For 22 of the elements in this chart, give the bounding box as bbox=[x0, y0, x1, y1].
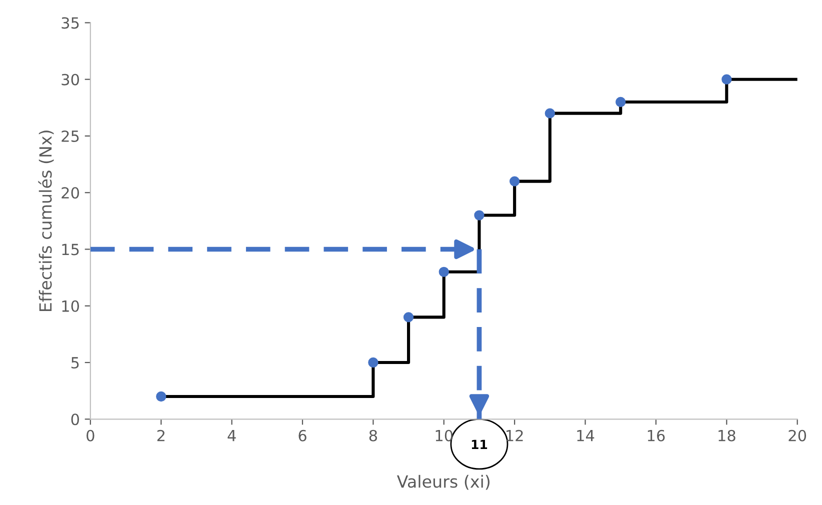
y-tick-label: 25 bbox=[62, 130, 79, 142]
x-tick-label: 12 bbox=[506, 430, 523, 442]
y-axis-title: Effectifs cumulés (Nx) bbox=[38, 130, 54, 312]
annotation: 11 bbox=[472, 440, 488, 449]
x-tick-label: 10 bbox=[436, 430, 453, 442]
x-tick-label: 14 bbox=[577, 430, 594, 442]
x-tick-label: 0 bbox=[86, 430, 94, 442]
x-tick-label: 2 bbox=[157, 430, 164, 442]
x-tick-label: 18 bbox=[718, 430, 736, 442]
y-tick-label: 30 bbox=[62, 74, 79, 86]
x-tick-label: 4 bbox=[228, 430, 236, 442]
y-tick-label: 35 bbox=[62, 17, 79, 29]
y-tick-label: 20 bbox=[62, 187, 79, 199]
x-axis-title: Valeurs (xi) bbox=[396, 474, 490, 490]
x-tick-label: 6 bbox=[298, 430, 306, 442]
y-tick-label: 15 bbox=[62, 244, 79, 256]
x-tick-label: 8 bbox=[369, 430, 378, 442]
x-tick-label: 16 bbox=[648, 430, 665, 442]
x-tick-label: 20 bbox=[788, 430, 806, 442]
y-tick-label: 10 bbox=[62, 300, 79, 312]
y-tick-label: 0 bbox=[71, 414, 79, 426]
y-tick-label: 5 bbox=[71, 357, 79, 369]
